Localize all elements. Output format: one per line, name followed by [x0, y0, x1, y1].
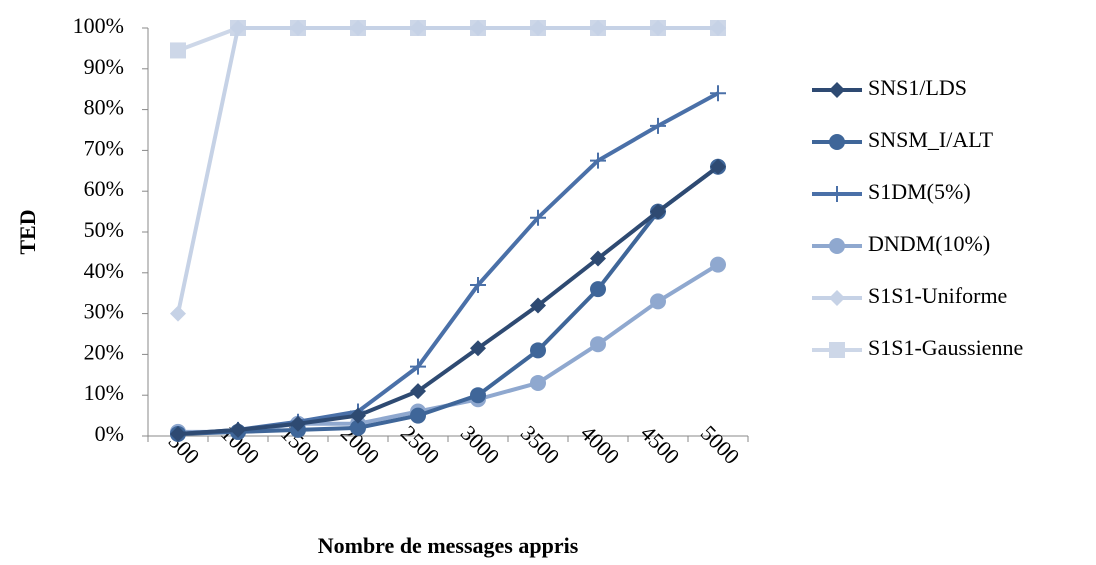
data-point — [350, 419, 366, 436]
x-tick-label: 4500 — [636, 420, 685, 469]
legend-label: DNDM(10%) — [868, 231, 990, 256]
y-tick-label: 10% — [84, 380, 124, 405]
data-point — [530, 297, 546, 314]
x-tick-label: 5000 — [696, 420, 745, 469]
data-point — [710, 256, 726, 273]
data-point — [650, 203, 666, 220]
series-line — [176, 26, 718, 315]
legend-marker — [829, 342, 845, 358]
y-axis-title: TED — [15, 209, 40, 254]
data-point — [590, 336, 606, 353]
data-point — [170, 425, 186, 442]
data-point — [410, 20, 426, 36]
legend-marker — [829, 134, 845, 150]
data-point — [410, 407, 426, 424]
series-line — [177, 26, 718, 53]
data-point — [470, 277, 486, 294]
data-point — [470, 20, 486, 36]
data-point — [710, 85, 726, 102]
legend-label: SNS1/LDS — [868, 75, 967, 100]
x-tick-label: 3500 — [516, 420, 565, 469]
data-point — [650, 117, 666, 134]
data-point — [710, 20, 726, 36]
data-point — [710, 158, 726, 175]
data-point — [170, 42, 186, 59]
x-tick-label: 2500 — [396, 420, 445, 469]
data-point — [410, 383, 426, 400]
legend-marker — [829, 186, 845, 202]
data-point — [530, 20, 546, 36]
y-tick-label: 70% — [84, 135, 124, 160]
legend-label: S1S1-Uniforme — [868, 283, 1007, 308]
data-point — [230, 421, 246, 438]
legend-label: S1S1-Gaussienne — [868, 335, 1023, 360]
legend-label: SNSM_I/ALT — [868, 127, 994, 152]
y-tick-label: 100% — [73, 13, 124, 38]
legend-marker — [829, 82, 845, 98]
x-axis-title: Nombre de messages appris — [318, 533, 579, 558]
y-tick-label: 50% — [84, 217, 124, 242]
y-tick-label: 30% — [84, 299, 124, 324]
data-point — [290, 415, 306, 432]
data-point — [470, 340, 486, 357]
y-tick-label: 20% — [84, 339, 124, 364]
y-tick-label: 0% — [95, 421, 124, 446]
legend-marker — [829, 238, 845, 254]
data-point — [590, 250, 606, 267]
data-point — [170, 305, 186, 322]
data-point — [650, 20, 666, 36]
data-point — [530, 374, 546, 391]
data-point — [350, 20, 366, 36]
data-point — [590, 152, 606, 169]
series-line — [177, 165, 720, 436]
series-line — [177, 91, 719, 436]
data-point — [590, 281, 606, 298]
x-tick-label: 3000 — [456, 420, 505, 469]
x-tick-label: 4000 — [576, 420, 625, 469]
legend-marker — [829, 290, 845, 306]
y-tick-label: 80% — [84, 95, 124, 120]
data-point — [650, 293, 666, 310]
data-point — [590, 20, 606, 36]
y-tick-label: 90% — [84, 54, 124, 79]
data-point — [410, 358, 426, 375]
y-tick-label: 60% — [84, 176, 124, 201]
data-point — [470, 387, 486, 404]
data-point — [230, 20, 246, 36]
legend-label: S1DM(5%) — [868, 179, 971, 204]
series-line — [177, 165, 720, 436]
data-point — [290, 20, 306, 36]
data-point — [350, 407, 366, 424]
data-point — [530, 342, 546, 359]
y-tick-label: 40% — [84, 258, 124, 283]
data-point — [530, 209, 546, 226]
